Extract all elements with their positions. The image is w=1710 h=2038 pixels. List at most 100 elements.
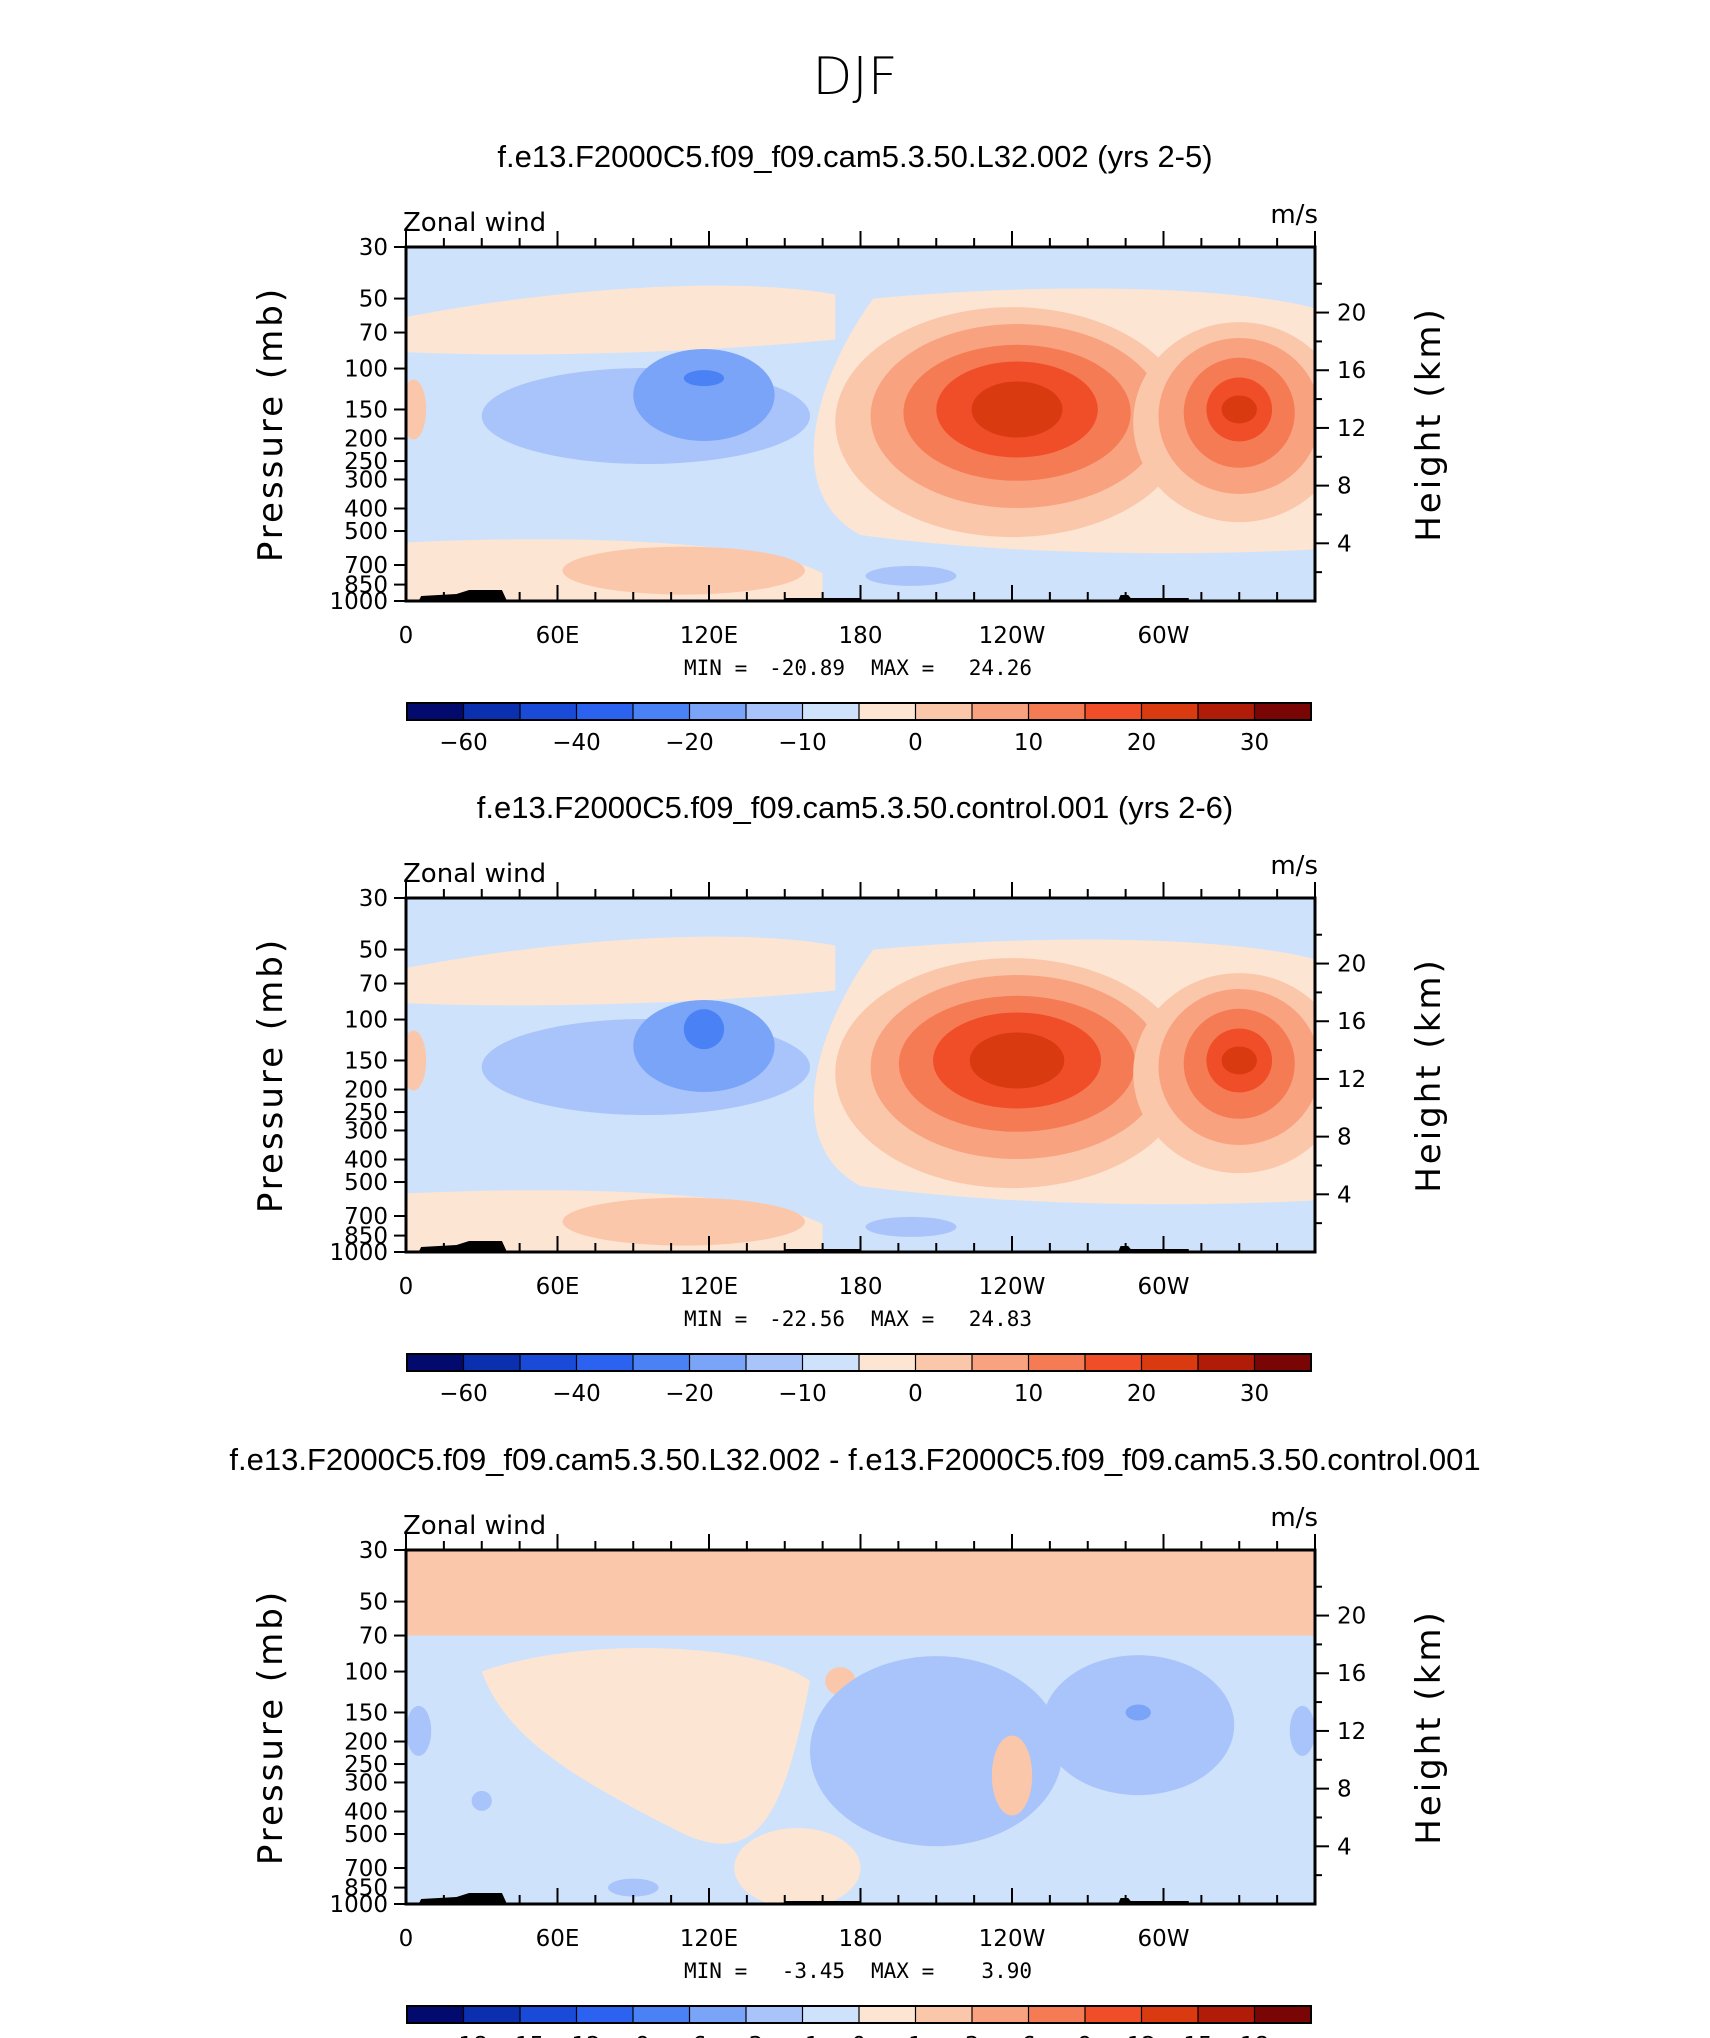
panel-1: 0 60E 120E 180 120W 60W3050701001502002503004… [251,139,1449,756]
low-level-easterly [865,1216,957,1237]
height-tick-label: 8 [1337,1777,1352,1803]
colorbar-label: −60 [439,1381,488,1407]
colorbar-swatch [1085,703,1142,720]
colorbar-swatch [407,2006,464,2023]
colorbar-swatch [972,1354,1029,1371]
x-tick-label: 120W [979,1274,1046,1300]
topography-africa [418,1893,507,1904]
colorbar-swatch [915,2006,973,2023]
y-tick-label: 70 [359,1624,388,1650]
colorbar-swatch [1198,2006,1255,2023]
x-tick-label: 0 [399,1926,414,1952]
y-tick-label: 150 [344,1700,388,1726]
colorbar-label: −9 [616,2033,650,2038]
height-tick-label: 16 [1337,1009,1366,1035]
colorbar-swatch [576,1354,634,1371]
colorbar-label: −10 [778,730,827,756]
colorbar-swatch [859,2006,916,2023]
colorbar-label: −40 [552,1381,601,1407]
colorbar-swatch [1141,703,1199,720]
height-tick-label: 4 [1337,1834,1352,1860]
x-tick-label: 0 [399,623,414,649]
colorbar-swatch [915,703,973,720]
panel-3: 0 60E 120E 180 120W 60W3050701001502002503004… [229,1442,1480,2038]
y-tick-label: 50 [359,1590,388,1616]
y-tick-label: 700 [344,1856,388,1882]
y-tick-label: 250 [344,1752,388,1778]
y-tick-label: 200 [344,1078,388,1104]
colorbar-label: −12 [552,2033,601,2038]
colorbar-swatch [576,2006,634,2023]
colorbar-label: 10 [1014,730,1043,756]
colorbar-swatch [859,703,916,720]
max-value: 24.26 [969,656,1032,680]
edge-negative-anomaly-2 [1289,1705,1315,1756]
y-tick-label: 500 [344,1822,388,1848]
colorbar-label: −20 [665,730,714,756]
easterly-zone-inner [633,349,775,442]
height-tick-label: 20 [1337,952,1366,978]
height-tick-label: 20 [1337,301,1366,327]
height-tick-label: 16 [1337,358,1366,384]
y-tick-label: 150 [344,397,388,423]
colorbar-swatch [576,703,634,720]
colorbar-label: 6 [1021,2033,1036,2038]
contour-field [406,1550,1315,1904]
y-tick-label: 1000 [329,589,388,615]
y-tick-label: 30 [359,235,388,261]
units-label: m/s [1270,851,1318,881]
topography-africa [418,1241,507,1252]
y-tick-label: 400 [344,1147,388,1173]
colorbar-swatch [1141,1354,1199,1371]
variable-label: Zonal wind [403,1511,546,1541]
height-tick-label: 16 [1337,1661,1366,1687]
min-label: MIN = [684,1959,747,1983]
colorbar-label: 0 [908,730,923,756]
colorbar-label: −3 [729,2033,763,2038]
colorbar-label: −20 [665,1381,714,1407]
panel-title: f.e13.F2000C5.f09_f09.cam5.3.50.L32.002 … [497,139,1212,174]
y-tick-label: 100 [344,1008,388,1034]
y-tick-label: 50 [359,938,388,964]
x-tick-label: 60E [536,623,580,649]
colorbar-label: −1 [786,2033,820,2038]
colorbar-swatch [972,2006,1029,2023]
variable-label: Zonal wind [403,859,546,889]
colorbar-swatch [633,703,690,720]
colorbar-swatch [463,1354,521,1371]
colorbar-swatch [633,2006,690,2023]
max-label: MAX = [871,656,934,680]
y-tick-label: 1000 [329,1240,388,1266]
colorbar-label: −18 [439,2033,488,2038]
height-tick-label: 4 [1337,1182,1352,1208]
height-tick-label: 4 [1337,531,1352,557]
x-tick-label: 0 [399,1274,414,1300]
westerly-band-upper [406,936,836,1006]
x-tick-label: 60E [536,1926,580,1952]
colorbar-swatch [689,703,747,720]
easterly-core [683,370,725,387]
y-tick-label: 300 [344,1118,388,1144]
panel-title: f.e13.F2000C5.f09_f09.cam5.3.50.control.… [477,790,1234,825]
colorbar-swatch [1254,703,1312,720]
colorbar-swatch [689,2006,747,2023]
edge-negative-anomaly [406,1705,432,1756]
colorbar-swatch [1028,2006,1086,2023]
units-label: m/s [1270,200,1318,230]
x-tick-label: 180 [839,1926,883,1952]
y-tick-label: 850 [344,573,388,599]
contour-field [406,898,1315,1252]
x-tick-label: 60W [1137,1926,1189,1952]
x-tick-label: 180 [839,1274,883,1300]
lower-negative-anomaly [608,1878,659,1897]
y-tick-label: 100 [344,1660,388,1686]
negative-anomaly-core [1125,1704,1151,1721]
units-label: m/s [1270,1503,1318,1533]
x-tick-label: 120E [680,1274,738,1300]
y-tick-label: 30 [359,1538,388,1564]
y-tick-label: 50 [359,287,388,313]
lower-positive-anomaly [734,1828,861,1904]
colorbar-label: 15 [1183,2033,1212,2038]
variable-label: Zonal wind [403,208,546,238]
colorbar-swatch [463,2006,521,2023]
